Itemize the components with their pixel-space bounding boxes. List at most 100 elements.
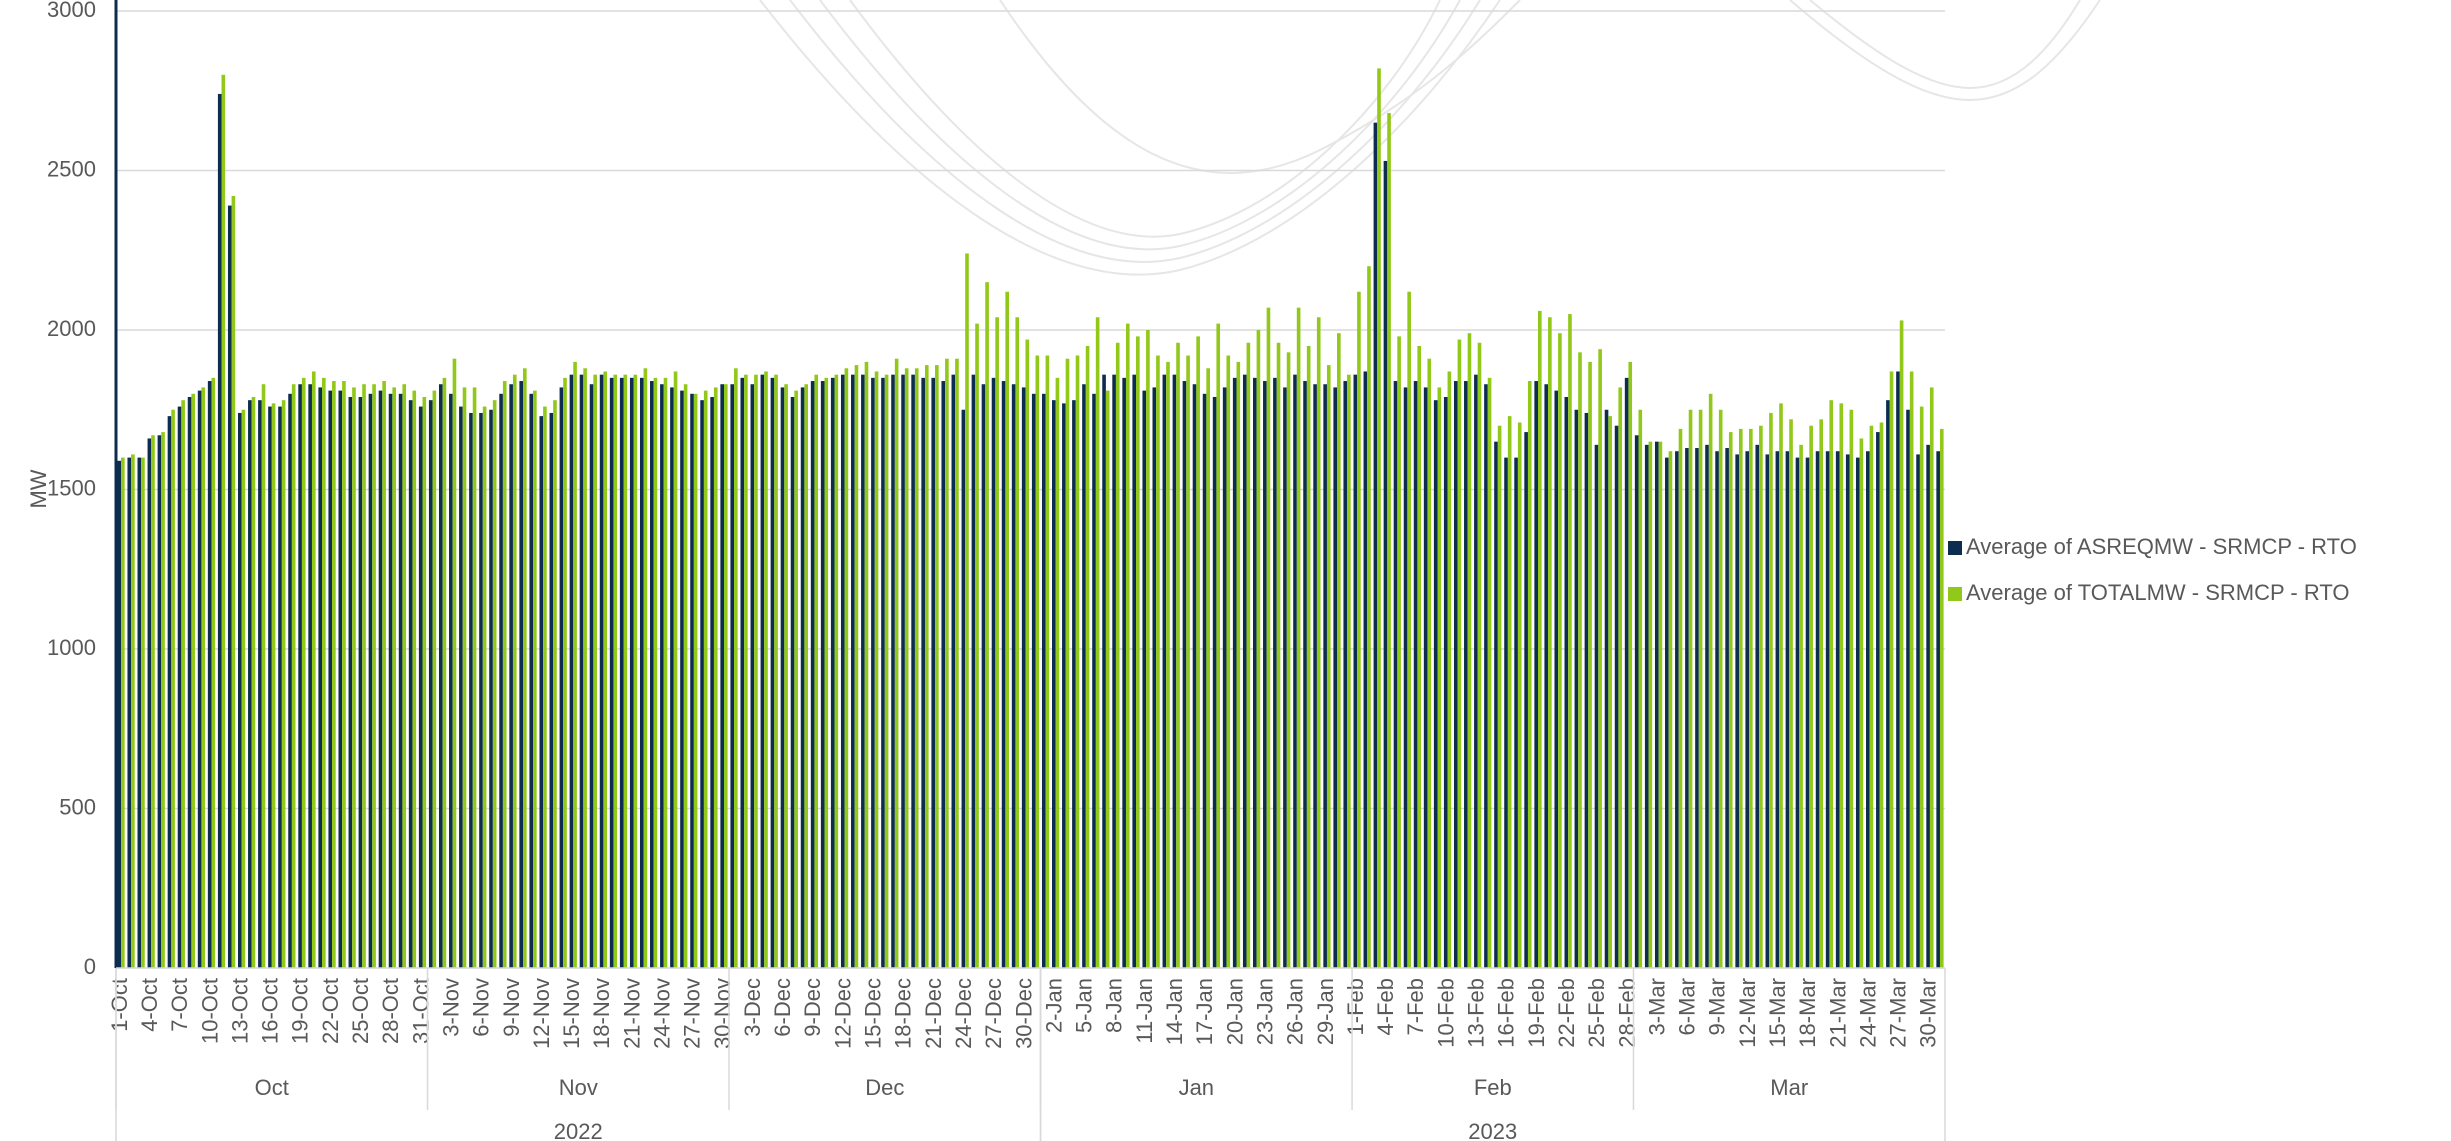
x-tick-label: 12-Mar bbox=[1735, 978, 1760, 1048]
bar bbox=[1202, 393, 1207, 968]
bar bbox=[1889, 371, 1894, 969]
bar bbox=[1176, 342, 1180, 968]
bar bbox=[1879, 422, 1884, 968]
bar bbox=[639, 377, 644, 969]
bar bbox=[1775, 451, 1780, 969]
bar bbox=[1313, 384, 1317, 969]
bar bbox=[1383, 160, 1388, 968]
bar bbox=[1909, 371, 1914, 969]
bar bbox=[171, 409, 175, 968]
x-tick-label: 29-Jan bbox=[1313, 978, 1338, 1045]
x-tick-label: 21-Mar bbox=[1825, 978, 1850, 1048]
bar bbox=[1477, 342, 1482, 968]
bar bbox=[1638, 409, 1643, 968]
bar bbox=[127, 457, 132, 968]
x-tick-label: 4-Feb bbox=[1373, 978, 1398, 1035]
bar bbox=[362, 384, 366, 969]
bar bbox=[1286, 352, 1291, 969]
x-tick-label: 22-Oct bbox=[318, 978, 343, 1044]
bar bbox=[1749, 428, 1753, 968]
bar bbox=[1725, 448, 1729, 968]
bar bbox=[1558, 333, 1562, 968]
bar bbox=[1919, 406, 1924, 968]
y-tick-label: 500 bbox=[59, 794, 96, 819]
bar bbox=[643, 368, 648, 968]
bar bbox=[1936, 451, 1940, 969]
bar bbox=[650, 381, 654, 968]
bar bbox=[1588, 361, 1592, 968]
bar bbox=[1866, 451, 1870, 969]
bar bbox=[1859, 438, 1864, 969]
bar bbox=[941, 381, 946, 968]
bar bbox=[553, 400, 557, 968]
bar bbox=[288, 393, 292, 968]
bar bbox=[358, 396, 363, 968]
bar bbox=[121, 457, 125, 968]
x-tick-label: 6-Nov bbox=[469, 978, 494, 1037]
bar bbox=[207, 381, 212, 968]
bar bbox=[1296, 307, 1301, 968]
x-tick-label: 19-Feb bbox=[1524, 978, 1549, 1048]
bar bbox=[1075, 355, 1080, 968]
bar bbox=[452, 358, 457, 969]
bar bbox=[141, 457, 145, 968]
bar bbox=[1387, 113, 1391, 968]
bar bbox=[904, 368, 909, 968]
bar bbox=[348, 396, 353, 968]
bar bbox=[1584, 412, 1589, 968]
x-tick-label: 1-Oct bbox=[107, 978, 132, 1032]
bar bbox=[1815, 451, 1820, 969]
x-tick-label: 15-Dec bbox=[861, 978, 886, 1049]
x-tick-label: 4-Oct bbox=[137, 978, 162, 1032]
bar bbox=[935, 365, 939, 969]
bar bbox=[418, 406, 423, 968]
bar bbox=[710, 396, 714, 968]
bar bbox=[1644, 444, 1649, 969]
bar bbox=[1869, 425, 1874, 968]
bar bbox=[1524, 432, 1528, 969]
x-tick-label: 8-Jan bbox=[1102, 978, 1127, 1033]
x-tick-label: 16-Feb bbox=[1494, 978, 1519, 1048]
x-tick-label: 15-Nov bbox=[559, 978, 584, 1049]
bar bbox=[1433, 400, 1438, 968]
bar bbox=[131, 454, 135, 968]
x-tick-label: 6-Dec bbox=[770, 978, 795, 1037]
bar bbox=[690, 393, 694, 968]
bar bbox=[1926, 444, 1930, 969]
bar bbox=[609, 377, 614, 969]
bar bbox=[1548, 317, 1552, 968]
bar bbox=[1809, 425, 1813, 968]
bar bbox=[408, 400, 413, 968]
bar bbox=[820, 381, 825, 968]
x-tick-label: 19-Oct bbox=[288, 978, 313, 1044]
bar bbox=[482, 406, 487, 968]
bar bbox=[308, 384, 312, 969]
bar bbox=[543, 406, 547, 968]
bar bbox=[1578, 352, 1582, 969]
bar bbox=[462, 387, 467, 968]
bar bbox=[1507, 416, 1512, 968]
bar bbox=[619, 377, 624, 969]
bar bbox=[352, 387, 356, 968]
x-tick-label: 21-Dec bbox=[921, 978, 946, 1049]
bar bbox=[1407, 291, 1411, 969]
bar bbox=[472, 387, 477, 968]
bar bbox=[412, 390, 417, 968]
y-tick-label: 0 bbox=[84, 954, 96, 979]
bar bbox=[991, 377, 996, 969]
x-tick-label: 2-Jan bbox=[1041, 978, 1066, 1033]
bar bbox=[840, 374, 845, 968]
bar bbox=[1457, 339, 1462, 968]
bar bbox=[1779, 403, 1783, 968]
x-tick-label: 14-Jan bbox=[1162, 978, 1187, 1045]
bar bbox=[579, 374, 584, 968]
bar bbox=[720, 384, 724, 969]
x-tick-label: 9-Dec bbox=[800, 978, 825, 1037]
bar bbox=[1166, 361, 1170, 968]
bar bbox=[1132, 374, 1137, 968]
bar bbox=[268, 406, 272, 968]
x-tick-label: 9-Nov bbox=[499, 978, 524, 1037]
bar bbox=[1092, 393, 1096, 968]
bar bbox=[1929, 387, 1934, 968]
